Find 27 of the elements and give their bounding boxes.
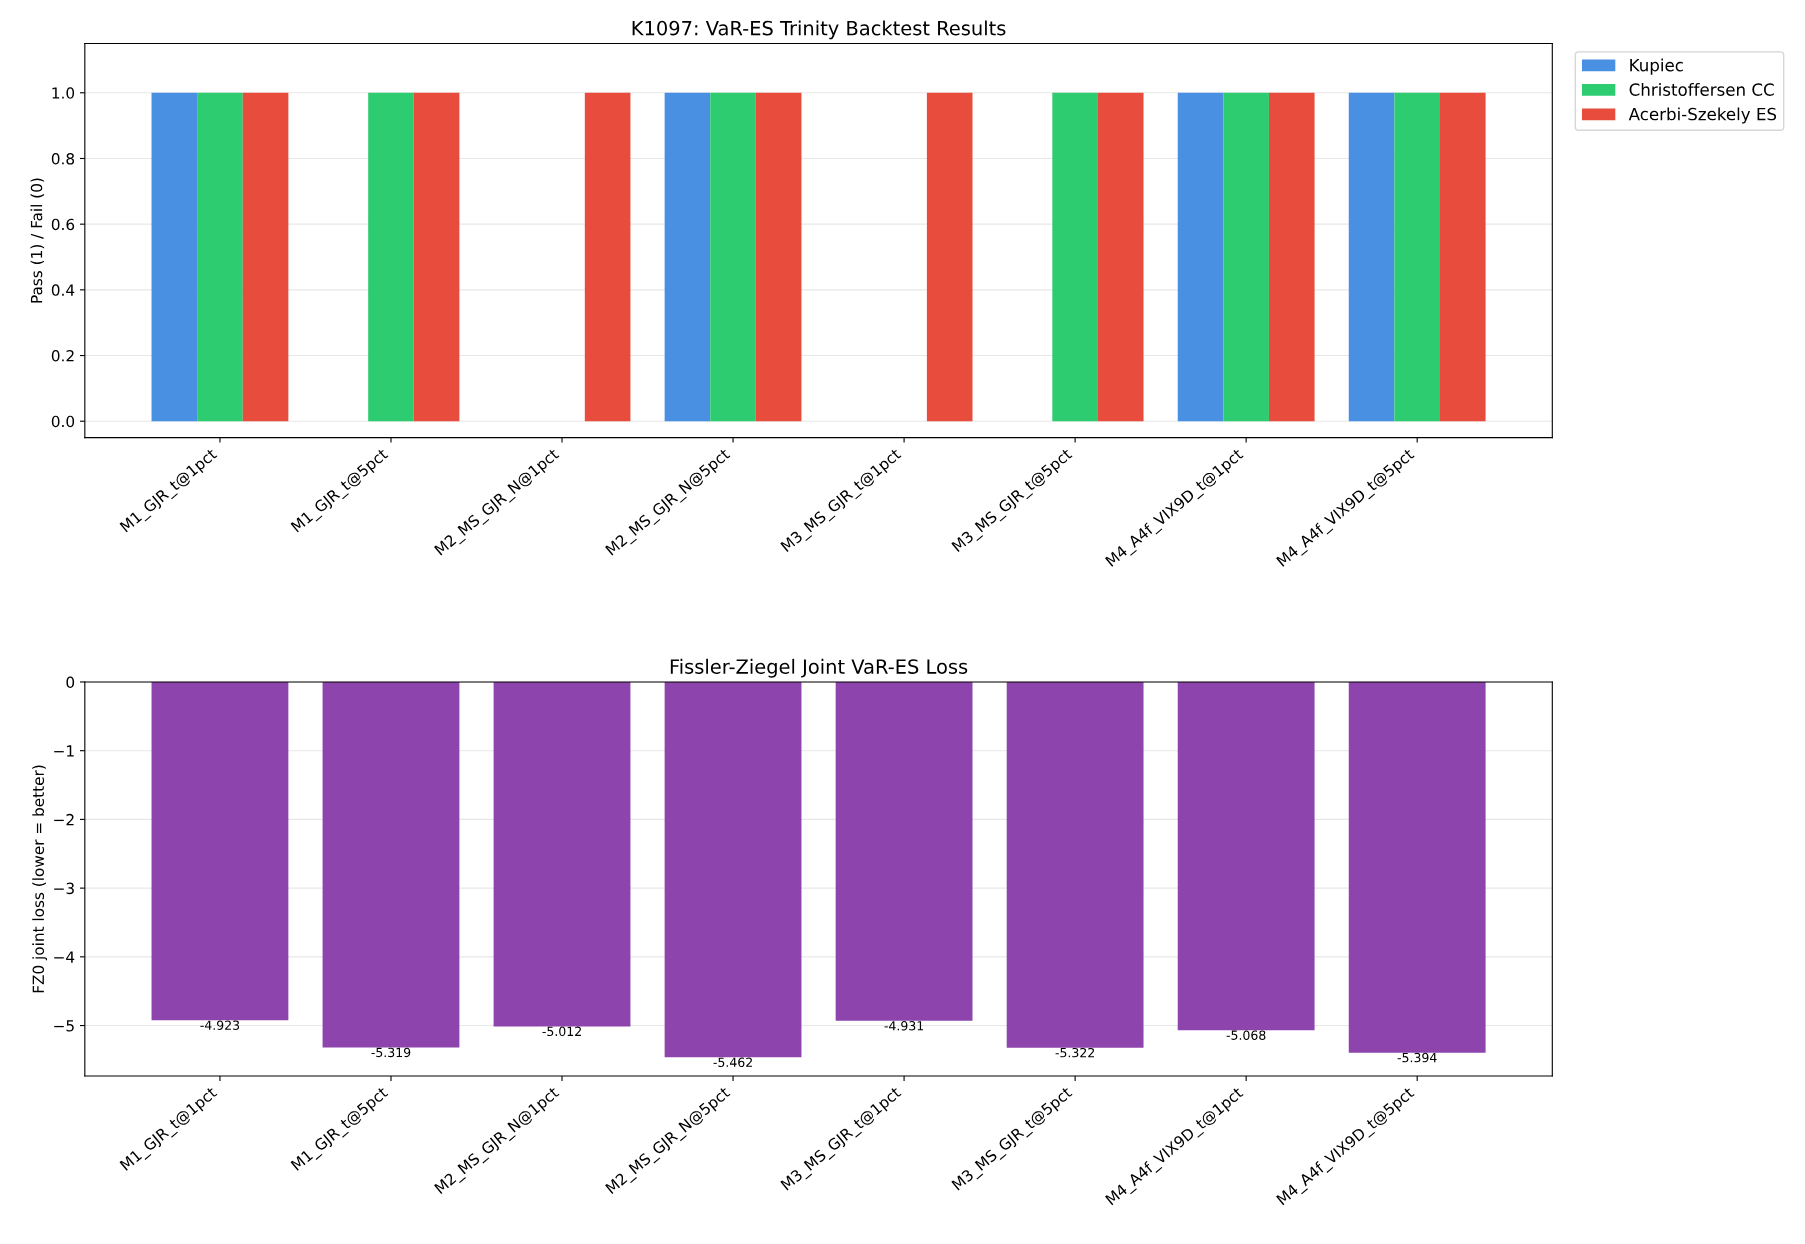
chart-title: K1097: VaR-ES Trinity Backtest Results xyxy=(632,20,1006,40)
data-label: -5.319 xyxy=(371,1047,411,1058)
y-tick-label: 0.4 xyxy=(51,284,75,296)
y-tick-label: −3 xyxy=(54,882,74,895)
y-tick-label: −1 xyxy=(54,745,74,757)
y-tick-label: 0.8 xyxy=(51,152,75,165)
y-tick-label: 0.2 xyxy=(51,349,74,362)
data-label: -5.322 xyxy=(1055,1047,1095,1058)
data-label: -5.012 xyxy=(542,1026,581,1037)
y-tick-label: 0.0 xyxy=(51,415,75,428)
legend-label: Acerbi-Szekely ES xyxy=(1628,107,1777,124)
y-axis-title: FZ0 joint loss (lower = better) xyxy=(32,765,48,993)
chart-title: Fissler-Ziegel Joint VaR-ES Loss xyxy=(670,658,968,678)
legend-label: Kupiec xyxy=(1630,58,1683,75)
y-tick-label: 0.6 xyxy=(51,218,75,231)
y-tick-label: 1.0 xyxy=(52,87,75,99)
y-tick-label: −2 xyxy=(54,813,74,826)
y-tick-label: −5 xyxy=(54,1020,74,1032)
legend-label: Christoffersen CC xyxy=(1629,83,1774,96)
data-label: -4.931 xyxy=(884,1021,924,1031)
data-label: -5.462 xyxy=(713,1057,752,1067)
data-label: -5.068 xyxy=(1226,1030,1266,1040)
y-tick-label: −4 xyxy=(54,951,75,963)
y-axis-title: Pass (1) / Fail (0) xyxy=(30,178,45,303)
data-label: -5.394 xyxy=(1397,1052,1437,1063)
y-tick-label: 0 xyxy=(66,676,75,688)
data-label: -4.923 xyxy=(200,1020,240,1030)
